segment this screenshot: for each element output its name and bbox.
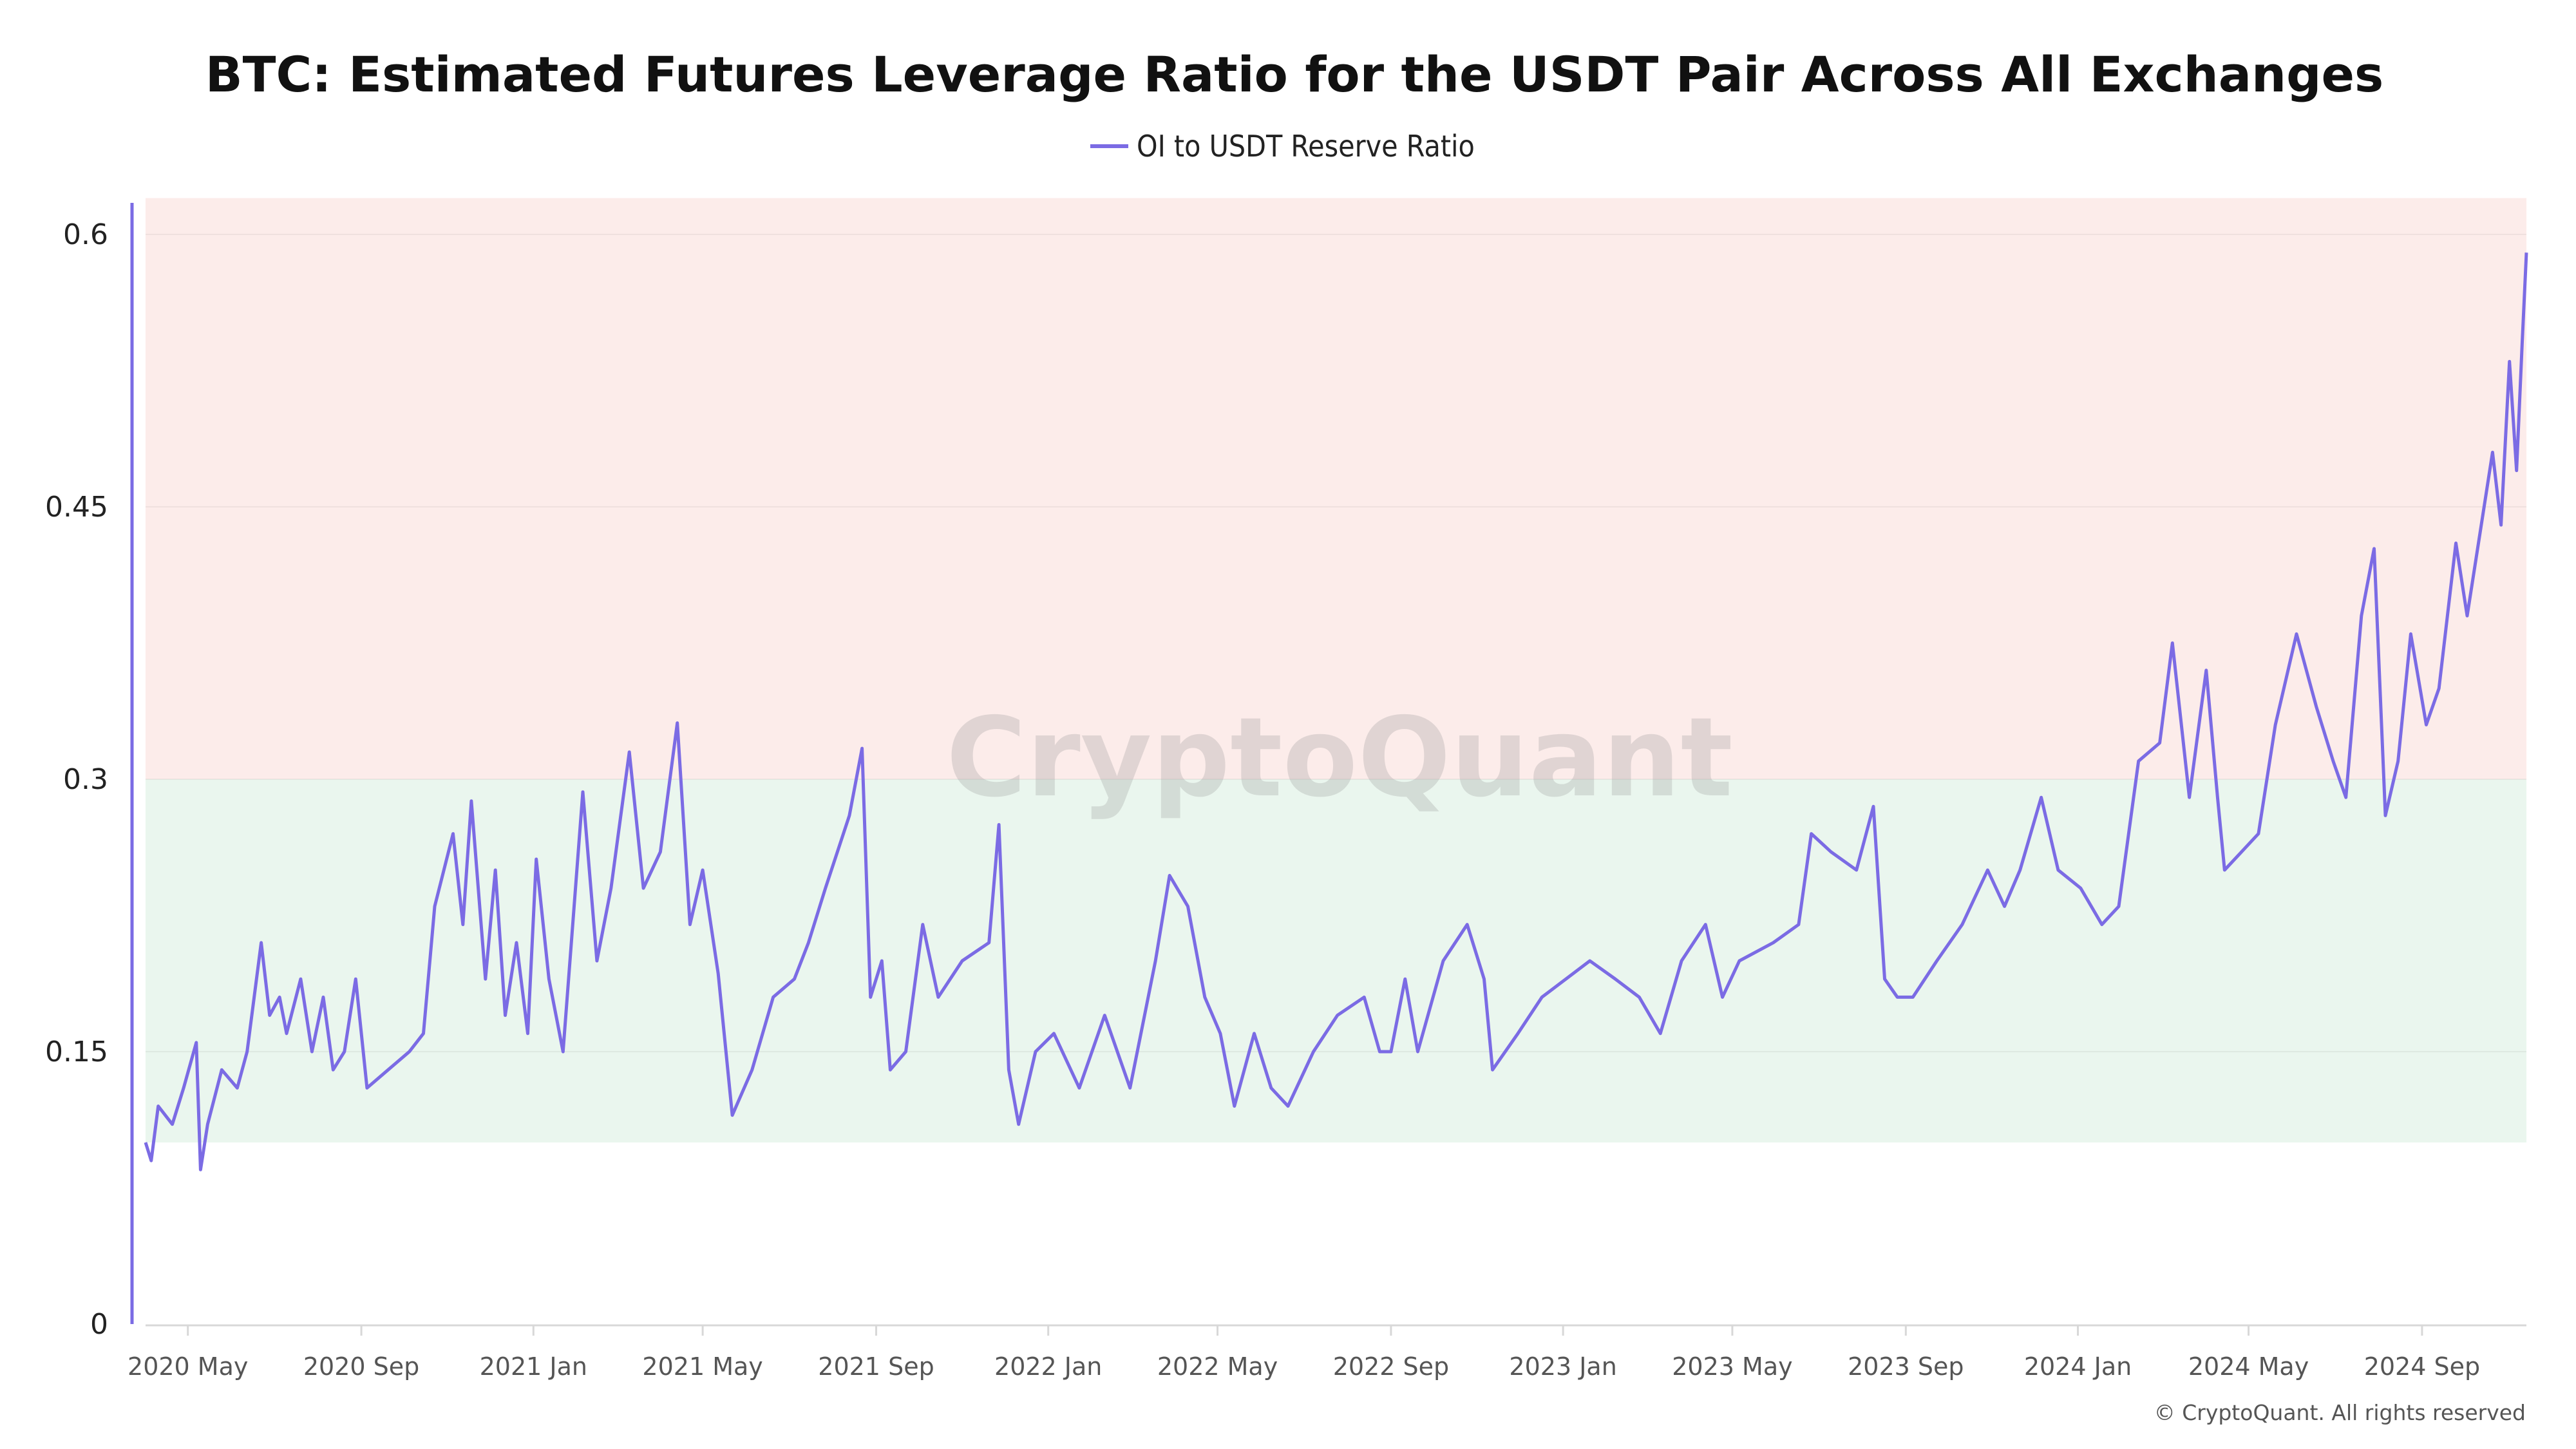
threshold-bands: [146, 198, 2526, 1142]
x-tick-label: 2024 May: [2188, 1352, 2309, 1381]
y-tick-label: 0.15: [45, 1036, 108, 1068]
y-tick-label: 0: [90, 1308, 108, 1341]
y-tick-label: 0.45: [45, 491, 108, 524]
normal-leverage-band: [146, 779, 2526, 1142]
x-tick-label: 2023 May: [1672, 1352, 1792, 1381]
gridlines: [146, 234, 2526, 1052]
x-tick-label: 2024 Sep: [2364, 1352, 2480, 1381]
copyright: © CryptoQuant. All rights reserved: [2154, 1400, 2526, 1425]
series-line-oi-to-usdt-reserve-ratio[interactable]: [144, 252, 2528, 1171]
legend[interactable]: OI to USDT Reserve Ratio: [1090, 129, 1475, 164]
x-tick-label: 2021 May: [642, 1352, 762, 1381]
x-tick-label: 2023 Sep: [1848, 1352, 1964, 1381]
x-tick-label: 2023 Jan: [1509, 1352, 1616, 1381]
x-tick-label: 2020 May: [128, 1352, 248, 1381]
high-leverage-band: [146, 198, 2526, 780]
x-tick-label: 2024 Jan: [2024, 1352, 2132, 1381]
x-tick-label: 2022 Jan: [994, 1352, 1102, 1381]
y-tick-label: 0.3: [63, 763, 108, 796]
x-axis-ticks: 2020 May 2020 Sep 2021 Jan 2021 May 2021 Sep…: [128, 1325, 2480, 1381]
y-axis-ticks: 0 0.15 0.3 0.45 0.6: [45, 218, 108, 1341]
chart-title: BTC: Estimated Futures Leverage Ratio fo…: [205, 46, 2384, 103]
series-layer: [144, 252, 2528, 1171]
watermark: CryptoQuant: [946, 694, 1733, 822]
x-tick-label: 2022 May: [1157, 1352, 1278, 1381]
x-tick-label: 2021 Sep: [818, 1352, 934, 1381]
x-tick-label: 2020 Sep: [303, 1352, 419, 1381]
legend-label: OI to USDT Reserve Ratio: [1137, 129, 1475, 164]
x-tick-label: 2022 Sep: [1333, 1352, 1449, 1381]
x-tick-label: 2021 Jan: [480, 1352, 587, 1381]
y-tick-label: 0.6: [63, 218, 108, 251]
